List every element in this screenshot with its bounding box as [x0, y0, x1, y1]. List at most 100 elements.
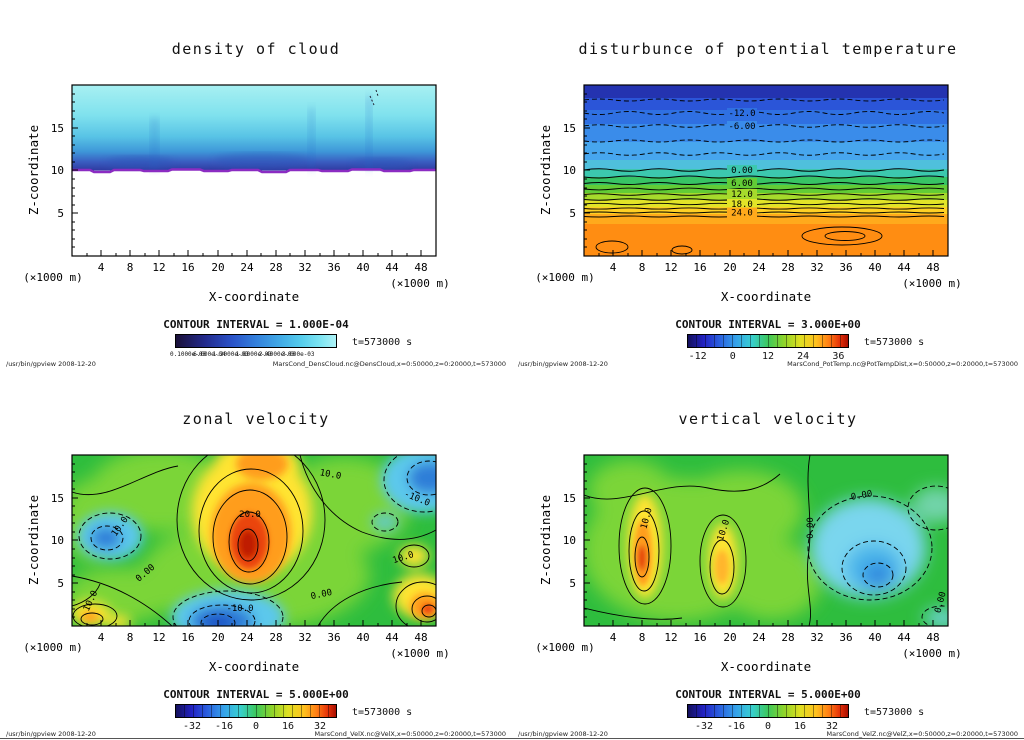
- x-tick-label: 28: [781, 261, 794, 274]
- x-axis-title: X-coordinate: [721, 659, 811, 674]
- x-tick-label: 12: [664, 261, 677, 274]
- colorbar-tick: 0: [729, 351, 736, 362]
- z-axis-unit-label: (×1000 m): [535, 641, 595, 654]
- panel-title: zonal velocity: [182, 410, 330, 428]
- colorbar: -32 -16 0 16 32: [175, 704, 337, 732]
- z-tick-label: 15: [563, 122, 576, 135]
- colorbar-tick: 6.000e-04: [193, 351, 226, 358]
- x-tick-label: 12: [152, 261, 165, 274]
- x-axis-title: X-coordinate: [209, 289, 299, 304]
- z-axis-tick-labels: 5 10 15: [51, 122, 64, 220]
- colorbar-gradient: [688, 705, 848, 717]
- x-tick-label: 12: [664, 631, 677, 644]
- x-tick-label: 36: [839, 631, 852, 644]
- x-tick-label: 16: [181, 261, 194, 274]
- x-tick-label: 4: [610, 631, 617, 644]
- contour-plot-density: 4 8 12 16 20 24 28 32 36 40 44 48 5 10 1…: [23, 84, 450, 304]
- x-tick-label: 12: [152, 631, 165, 644]
- panel-footer: /usr/bin/gpview 2008-12-20 MarsCond_Dens…: [6, 360, 506, 368]
- panel-footer: /usr/bin/gpview 2008-12-20 MarsCond_VelZ…: [518, 730, 1018, 738]
- x-tick-label: 20: [723, 261, 736, 274]
- x-tick-label: 20: [211, 631, 224, 644]
- contour-label: 0.00: [310, 588, 333, 602]
- axes-frame: [583, 454, 949, 627]
- x-axis-tick-labels: 4 8 12 16 20 24 28 32 36 40 44 48: [98, 631, 428, 644]
- z-axis-tick-labels: 5 10 15: [51, 492, 64, 590]
- colorbar-tick: 32: [313, 721, 327, 732]
- x-tick-label: 16: [693, 631, 706, 644]
- x-axis-title: X-coordinate: [721, 289, 811, 304]
- contour-plot-pottemp: -12.0 -6.00 0.00 6.00 12.0 18.0 24.0: [535, 84, 962, 304]
- contour-label: -6.00: [728, 122, 755, 132]
- colorbar-tick: 16: [793, 721, 807, 732]
- x-tick-label: 36: [839, 261, 852, 274]
- x-tick-label: 16: [181, 631, 194, 644]
- contour-interval-label: CONTOUR INTERVAL = 5.000E+00: [675, 688, 861, 701]
- x-tick-label: 32: [298, 631, 311, 644]
- panel-footer: /usr/bin/gpview 2008-12-20 MarsCond_PotT…: [518, 360, 1018, 368]
- z-axis-tick-labels: 5 10 15: [563, 492, 576, 590]
- colorbar-tick: 32: [825, 721, 839, 732]
- x-tick-label: 48: [926, 631, 939, 644]
- colorbar: -32 -16 0 16 32: [687, 704, 849, 732]
- colorbar-tick: -16: [726, 721, 746, 732]
- footer-command: /usr/bin/gpview 2008-12-20: [518, 360, 608, 368]
- colorbar-tick: 36: [832, 351, 845, 362]
- colorbar-segments: [176, 705, 336, 717]
- colorbar-tick: -32: [694, 721, 714, 732]
- axes-frame: [583, 84, 949, 257]
- x-tick-label: 20: [211, 261, 224, 274]
- footer-dataset: MarsCond_PotTemp.nc@PotTempDist,x=0:5000…: [787, 360, 1018, 368]
- panel-zonal-velocity: zonal velocity: [0, 370, 512, 740]
- z-axis-title: Z-coordinate: [538, 495, 553, 585]
- time-label: t=573000 s: [352, 707, 413, 718]
- colorbar-tick: 0: [764, 721, 772, 732]
- x-axis-tick-labels: 4 8 12 16 20 24 28 32 36 40 44 48: [610, 631, 940, 644]
- x-tick-label: 44: [897, 261, 911, 274]
- x-tick-label: 36: [327, 631, 340, 644]
- colorbar-gradient: [176, 335, 336, 347]
- panel-potential-temperature: disturbunce of potential temperature: [512, 0, 1024, 370]
- x-tick-label: 40: [356, 261, 369, 274]
- x-tick-label: 24: [240, 631, 254, 644]
- contour-label: -10.0: [226, 604, 253, 614]
- x-tick-label: 40: [356, 631, 369, 644]
- x-tick-label: 28: [269, 631, 282, 644]
- z-tick-label: 10: [563, 164, 576, 177]
- panel-footer: /usr/bin/gpview 2008-12-20 MarsCond_VelX…: [6, 730, 506, 738]
- colorbar-tick: 12: [761, 351, 775, 362]
- contour-interval-label: CONTOUR INTERVAL = 3.000E+00: [675, 318, 861, 331]
- x-tick-label: 40: [868, 261, 881, 274]
- x-tick-label: 48: [414, 631, 427, 644]
- z-axis-tick-labels: 5 10 15: [563, 122, 576, 220]
- contour-value-labels: -12.0 -6.00 0.00 6.00 12.0 18.0 24.0: [727, 108, 757, 219]
- cloud-density-field: [72, 85, 436, 174]
- x-tick-label: 8: [127, 261, 134, 274]
- window-border-line: [0, 738, 1024, 739]
- x-tick-label: 48: [414, 261, 427, 274]
- colorbar-tick: 3.000e-03: [282, 351, 315, 358]
- colorbar-tick: 1.2000e-03: [212, 351, 249, 358]
- colorbar-tick: -12: [688, 351, 707, 362]
- x-axis-title: X-coordinate: [209, 659, 299, 674]
- x-tick-label: 48: [926, 261, 939, 274]
- footer-command: /usr/bin/gpview 2008-12-20: [6, 360, 96, 368]
- vertical-velocity-field: 10.0 10.0 0.00 0.00 0.00: [584, 455, 948, 626]
- z-tick-label: 15: [563, 492, 576, 505]
- x-tick-label: 20: [723, 631, 736, 644]
- axes-frame: [71, 84, 437, 257]
- contour-label: 6.00: [731, 179, 753, 189]
- colorbar-tick: 1.8000e-03: [235, 351, 272, 358]
- panel-title: density of cloud: [171, 40, 341, 58]
- contour-label: 0.00: [850, 489, 873, 503]
- colorbar: -12 0 12 24 36: [687, 334, 849, 362]
- colorbar-segments: [688, 705, 848, 717]
- z-tick-label: 10: [563, 534, 576, 547]
- colorbar-tick: 2.4000e-03: [258, 351, 296, 358]
- x-tick-label: 8: [639, 261, 646, 274]
- colorbar-tick: -32: [182, 721, 202, 732]
- x-tick-label: 36: [327, 261, 340, 274]
- x-tick-label: 8: [127, 631, 134, 644]
- x-axis-tick-labels: 4 8 12 16 20 24 28 32 36 40 44 48: [610, 261, 940, 274]
